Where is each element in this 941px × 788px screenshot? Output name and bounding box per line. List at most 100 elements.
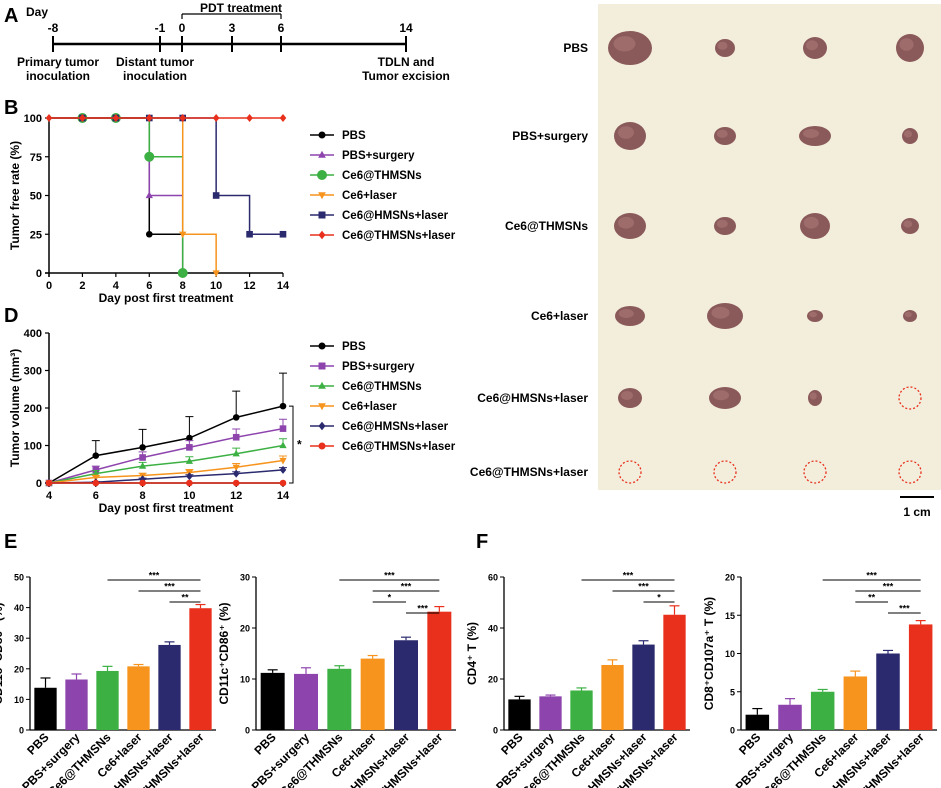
photo-background	[598, 4, 941, 490]
timeline-day-value: 14	[399, 21, 413, 35]
y-tick-label: 25	[30, 229, 42, 241]
y-tick-label: 20	[488, 675, 498, 685]
data-point	[232, 469, 240, 478]
bar-pbs-surgery	[294, 673, 318, 730]
category-label: PBS	[498, 730, 525, 757]
bar-ce6-hmsns-laser	[158, 644, 181, 730]
bar-pbs	[260, 672, 285, 730]
tumor-highlight	[899, 38, 914, 51]
legend-marker	[317, 170, 327, 180]
data-point	[138, 462, 147, 469]
event-distant-line2: inoculation	[123, 69, 187, 83]
significance-label: ***	[164, 582, 175, 592]
legend-label: Ce6@THMSNs+laser	[342, 441, 456, 453]
y-tick-label: 100	[24, 441, 42, 453]
empty-tumor-circle	[803, 460, 827, 484]
data-point	[177, 268, 188, 278]
bar-pbs-surgery	[539, 696, 562, 730]
legend-marker	[318, 421, 326, 431]
bar-ce6-thmsns-laser	[189, 608, 212, 730]
x-tick-label: 6	[93, 490, 99, 502]
significance-label: ***	[149, 571, 160, 581]
x-tick-label: 8	[180, 280, 186, 292]
legend-label: PBS+surgery	[342, 361, 415, 373]
data-point	[139, 479, 146, 487]
scale-bar-label: 1 cm	[903, 505, 930, 519]
data-point	[232, 414, 240, 421]
bar-ce6-thmsns-laser	[908, 624, 933, 730]
timeline-day-label: Day	[26, 5, 48, 19]
y-tick-label: 60	[488, 573, 498, 583]
y-tick-label: 50	[30, 191, 42, 203]
tumor-highlight	[717, 41, 728, 50]
bar-ce6-thmsns	[810, 691, 835, 730]
y-axis-label: Tumor volume (mm³)	[8, 349, 22, 467]
event-distant-line1: Distant tumor	[116, 55, 194, 69]
panel-label-a: A	[4, 5, 18, 27]
y-axis-label: Tumor free rate (%)	[8, 141, 22, 250]
legend-label: Ce6@THMSNs	[342, 170, 422, 182]
empty-tumor-circle	[898, 460, 922, 484]
data-point	[186, 434, 193, 442]
y-tick-label: 40	[488, 624, 498, 634]
tumor-highlight	[806, 40, 818, 51]
data-point	[186, 472, 193, 481]
x-tick-label: 12	[243, 280, 255, 292]
tumor-highlight	[621, 391, 633, 400]
y-tick-label: 75	[30, 152, 42, 164]
data-point	[179, 114, 187, 122]
data-point	[112, 114, 120, 122]
significance-label: ***	[401, 582, 412, 592]
category-label: PBS	[736, 730, 763, 757]
legend-marker	[318, 403, 326, 411]
significance-label: ***	[883, 582, 894, 592]
series-line-ce6-thmsns	[48, 444, 284, 484]
event-tdln-line1: TDLN and	[378, 55, 435, 69]
tumor-highlight	[903, 220, 913, 228]
data-point	[212, 270, 220, 277]
data-point	[145, 114, 153, 122]
data-point	[279, 457, 287, 465]
significance-bracket	[289, 405, 294, 484]
y-tick-label: 10	[725, 649, 735, 659]
x-tick-label: 6	[146, 280, 152, 292]
category-label: PBS	[24, 730, 51, 757]
bar-ce6-laser	[843, 676, 868, 730]
event-primary-line2: inoculation	[26, 69, 90, 83]
legend-label: Ce6@HMSNs+laser	[342, 421, 449, 433]
bar-ce6-thmsns-laser	[427, 611, 452, 730]
y-tick-label: 0	[36, 478, 42, 490]
data-point	[45, 479, 53, 487]
tumor-highlight	[803, 216, 819, 229]
empty-tumor-circle	[898, 386, 922, 410]
bar-pbs-surgery	[65, 679, 88, 730]
y-tick-label: 15	[725, 611, 735, 621]
panel-label-d: D	[4, 305, 18, 327]
significance-label: *	[388, 593, 392, 603]
tumor-highlight	[904, 311, 912, 318]
y-axis-label: CD8⁺CD107a⁺ T (%)	[702, 597, 716, 710]
data-point	[144, 151, 155, 162]
legend-label: PBS	[342, 130, 366, 142]
y-tick-label: 300	[24, 366, 42, 378]
bar-ce6-thmsns	[327, 668, 352, 730]
data-point	[232, 479, 240, 487]
legend-label: Ce6+laser	[342, 190, 397, 202]
tumor-highlight	[716, 219, 728, 228]
y-tick-label: 30	[240, 573, 250, 583]
significance-label: **	[868, 593, 876, 603]
y-tick-label: 10	[14, 695, 24, 705]
legend-label: Ce6+laser	[342, 401, 397, 413]
series-line-pbs	[48, 405, 284, 484]
tumor-highlight	[803, 129, 819, 138]
photo-row-label: PBS	[563, 41, 588, 55]
bar-ce6-hmsns-laser	[394, 640, 418, 730]
data-point	[279, 441, 287, 449]
timeline-pdt-label: PDT treatment	[200, 1, 282, 15]
event-tdln-line2: Tumor excision	[362, 69, 450, 83]
data-point	[145, 191, 153, 199]
data-point	[186, 479, 193, 487]
significance-star: *	[297, 438, 302, 452]
